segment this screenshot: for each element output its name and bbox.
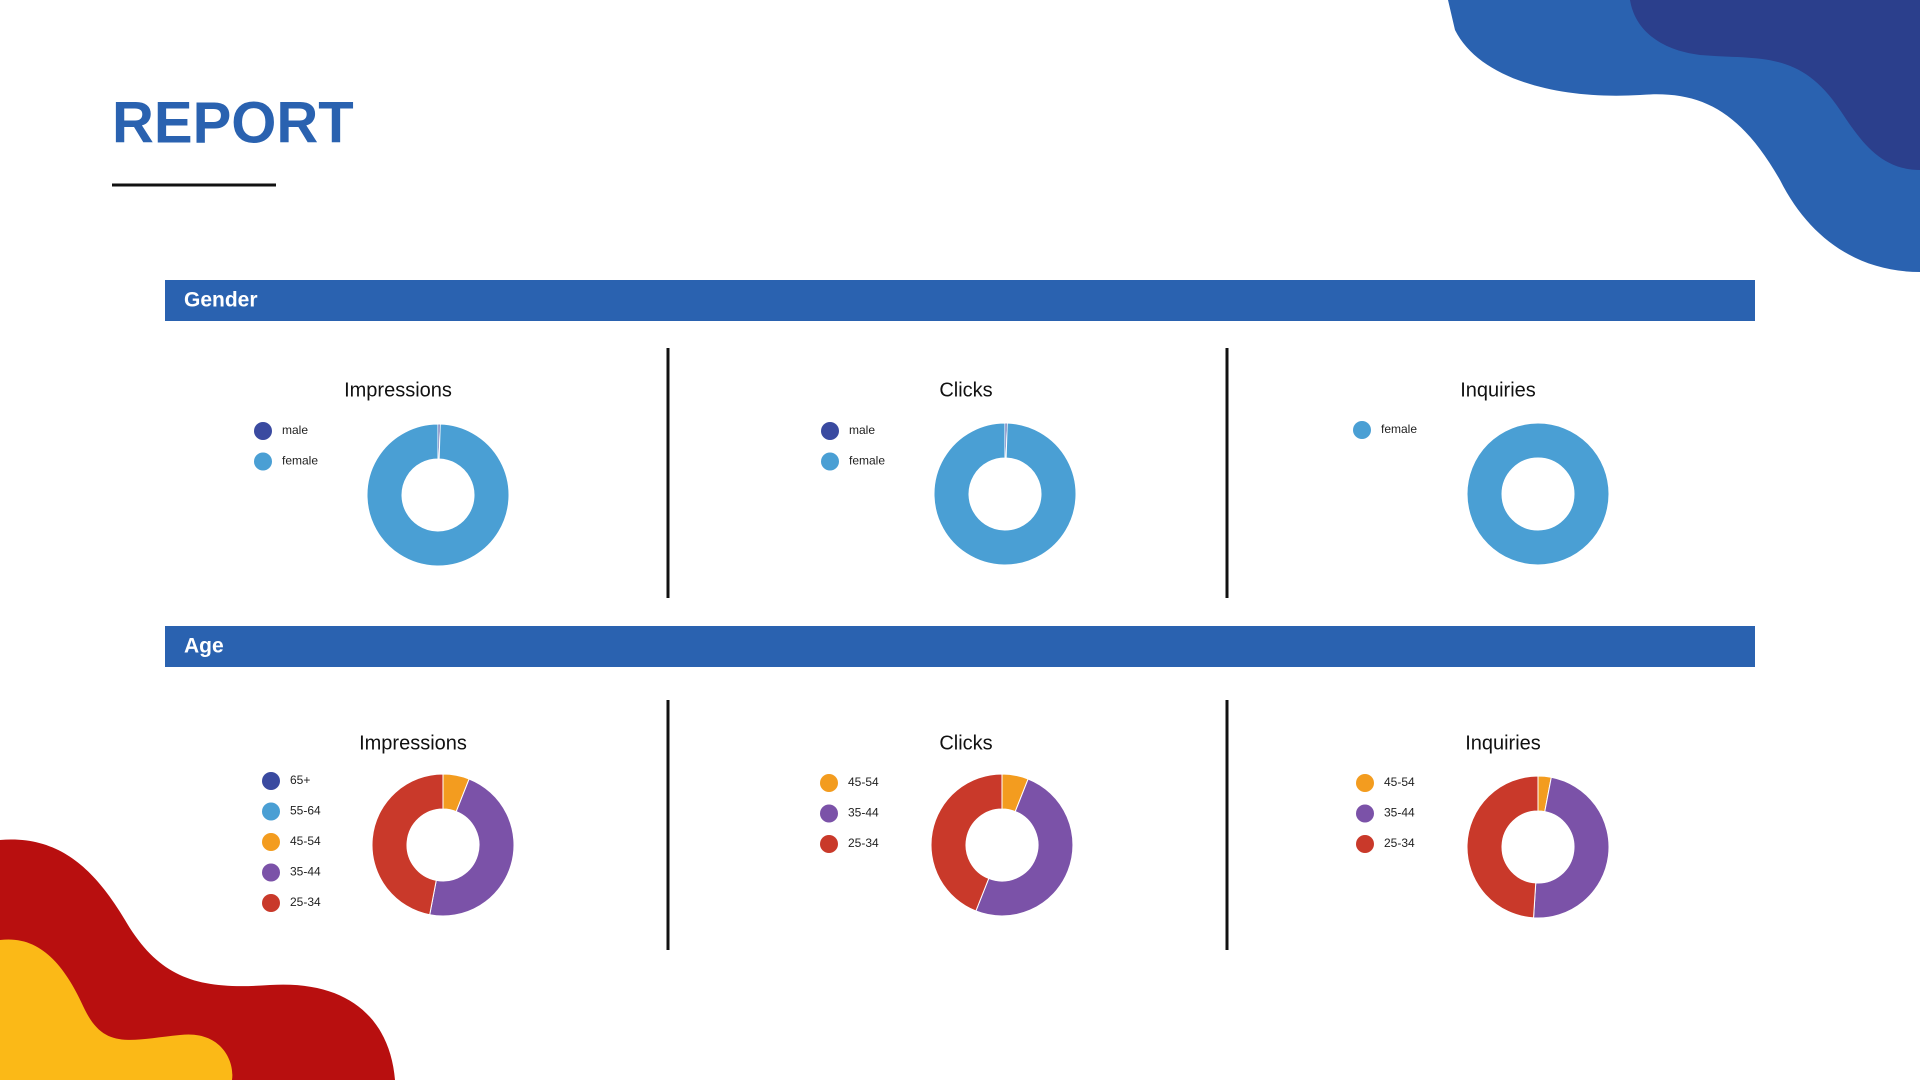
legend-label: female [849,454,885,468]
legend-marker [1356,774,1374,792]
legend-label: 35-44 [290,865,321,879]
legend-marker [821,422,839,440]
legend-marker [1356,804,1374,823]
chart-title: Impressions [344,379,452,401]
legend-label: male [849,423,875,437]
legend-marker [1356,835,1374,853]
legend-label: male [282,423,308,437]
legend-label: 35-44 [1384,806,1415,820]
legend-marker [820,804,838,823]
legend-label: 25-34 [290,895,321,909]
chart-title: Impressions [359,732,467,754]
legend-label: 45-54 [290,834,321,848]
legend-label: female [282,454,318,468]
legend-label: 45-54 [1384,775,1415,789]
legend-marker [821,452,839,471]
donut-segment [1533,776,1610,919]
legend-label: 45-54 [848,775,879,789]
legend-label: 35-44 [848,806,879,820]
section-bar [165,280,1755,321]
dividers [666,348,1229,950]
legend-label: 25-34 [848,836,879,850]
legend-marker [262,772,280,790]
section-bar [165,626,1755,667]
legend-marker [262,894,280,912]
section-title: Gender [184,289,258,312]
legend-label: 55-64 [290,804,321,818]
legend-marker [1353,421,1371,439]
donut-segment [930,773,1003,912]
blob-red [0,839,395,1080]
legend-marker [820,835,838,853]
legend-marker [254,422,272,440]
legend-marker [262,833,280,851]
report-title: REPORT [112,90,354,155]
donut-segment [429,778,515,917]
section-title: Age [184,635,224,658]
blob-navy [1630,0,1920,170]
legend-marker [262,802,280,821]
donut-segment [366,423,510,567]
chart-title: Clicks [939,732,992,754]
donut-segment [975,778,1074,917]
legend-label: 65+ [290,773,310,787]
legend-marker [820,774,838,792]
donut-segment [1466,775,1539,919]
chart-title: Clicks [939,379,992,401]
blob-yellow [0,939,233,1080]
donut-segment [371,773,444,916]
chart-title: Inquiries [1460,379,1536,401]
donut-segment [933,422,1077,566]
legend-label: 25-34 [1384,836,1415,850]
legend-marker [254,452,272,471]
legend-marker [262,863,280,882]
legend-label: female [1381,422,1417,436]
chart-title: Inquiries [1465,732,1541,754]
donut-segment [1466,422,1610,566]
